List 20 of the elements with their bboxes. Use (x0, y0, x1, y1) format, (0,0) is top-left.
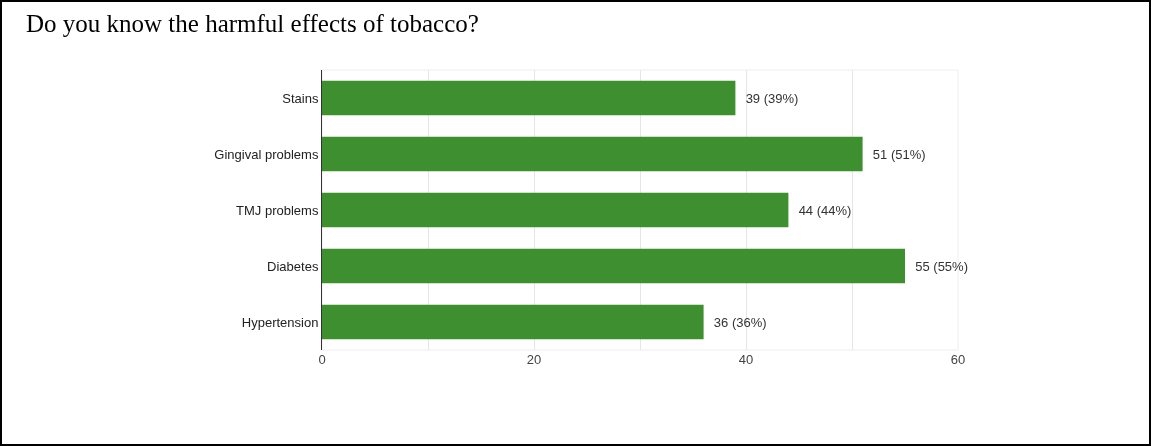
data-label: 51 (51%) (865, 146, 926, 162)
y-tick-label: Gingival problems (214, 146, 319, 162)
bar (322, 80, 736, 116)
data-label: 36 (36%) (706, 314, 767, 330)
data-label: 39 (39%) (738, 90, 799, 106)
data-label: 44 (44%) (791, 202, 852, 218)
y-tick-label: TMJ problems (236, 202, 319, 218)
y-tick-label: Stains (282, 90, 319, 106)
x-tick-label: 40 (738, 352, 754, 367)
y-tick-label: Diabetes (267, 258, 319, 274)
bar (322, 192, 789, 228)
y-tick-label: Hypertension (241, 314, 319, 330)
bar (322, 136, 863, 172)
bar (322, 248, 905, 284)
data-label: 55 (55%) (908, 258, 968, 274)
x-tick-label: 0 (318, 352, 326, 367)
chart-title: Do you know the harmful effects of tobacco? (26, 10, 479, 38)
x-tick-label: 20 (526, 352, 542, 367)
bar (322, 304, 704, 340)
x-tick-label: 60 (950, 352, 966, 367)
